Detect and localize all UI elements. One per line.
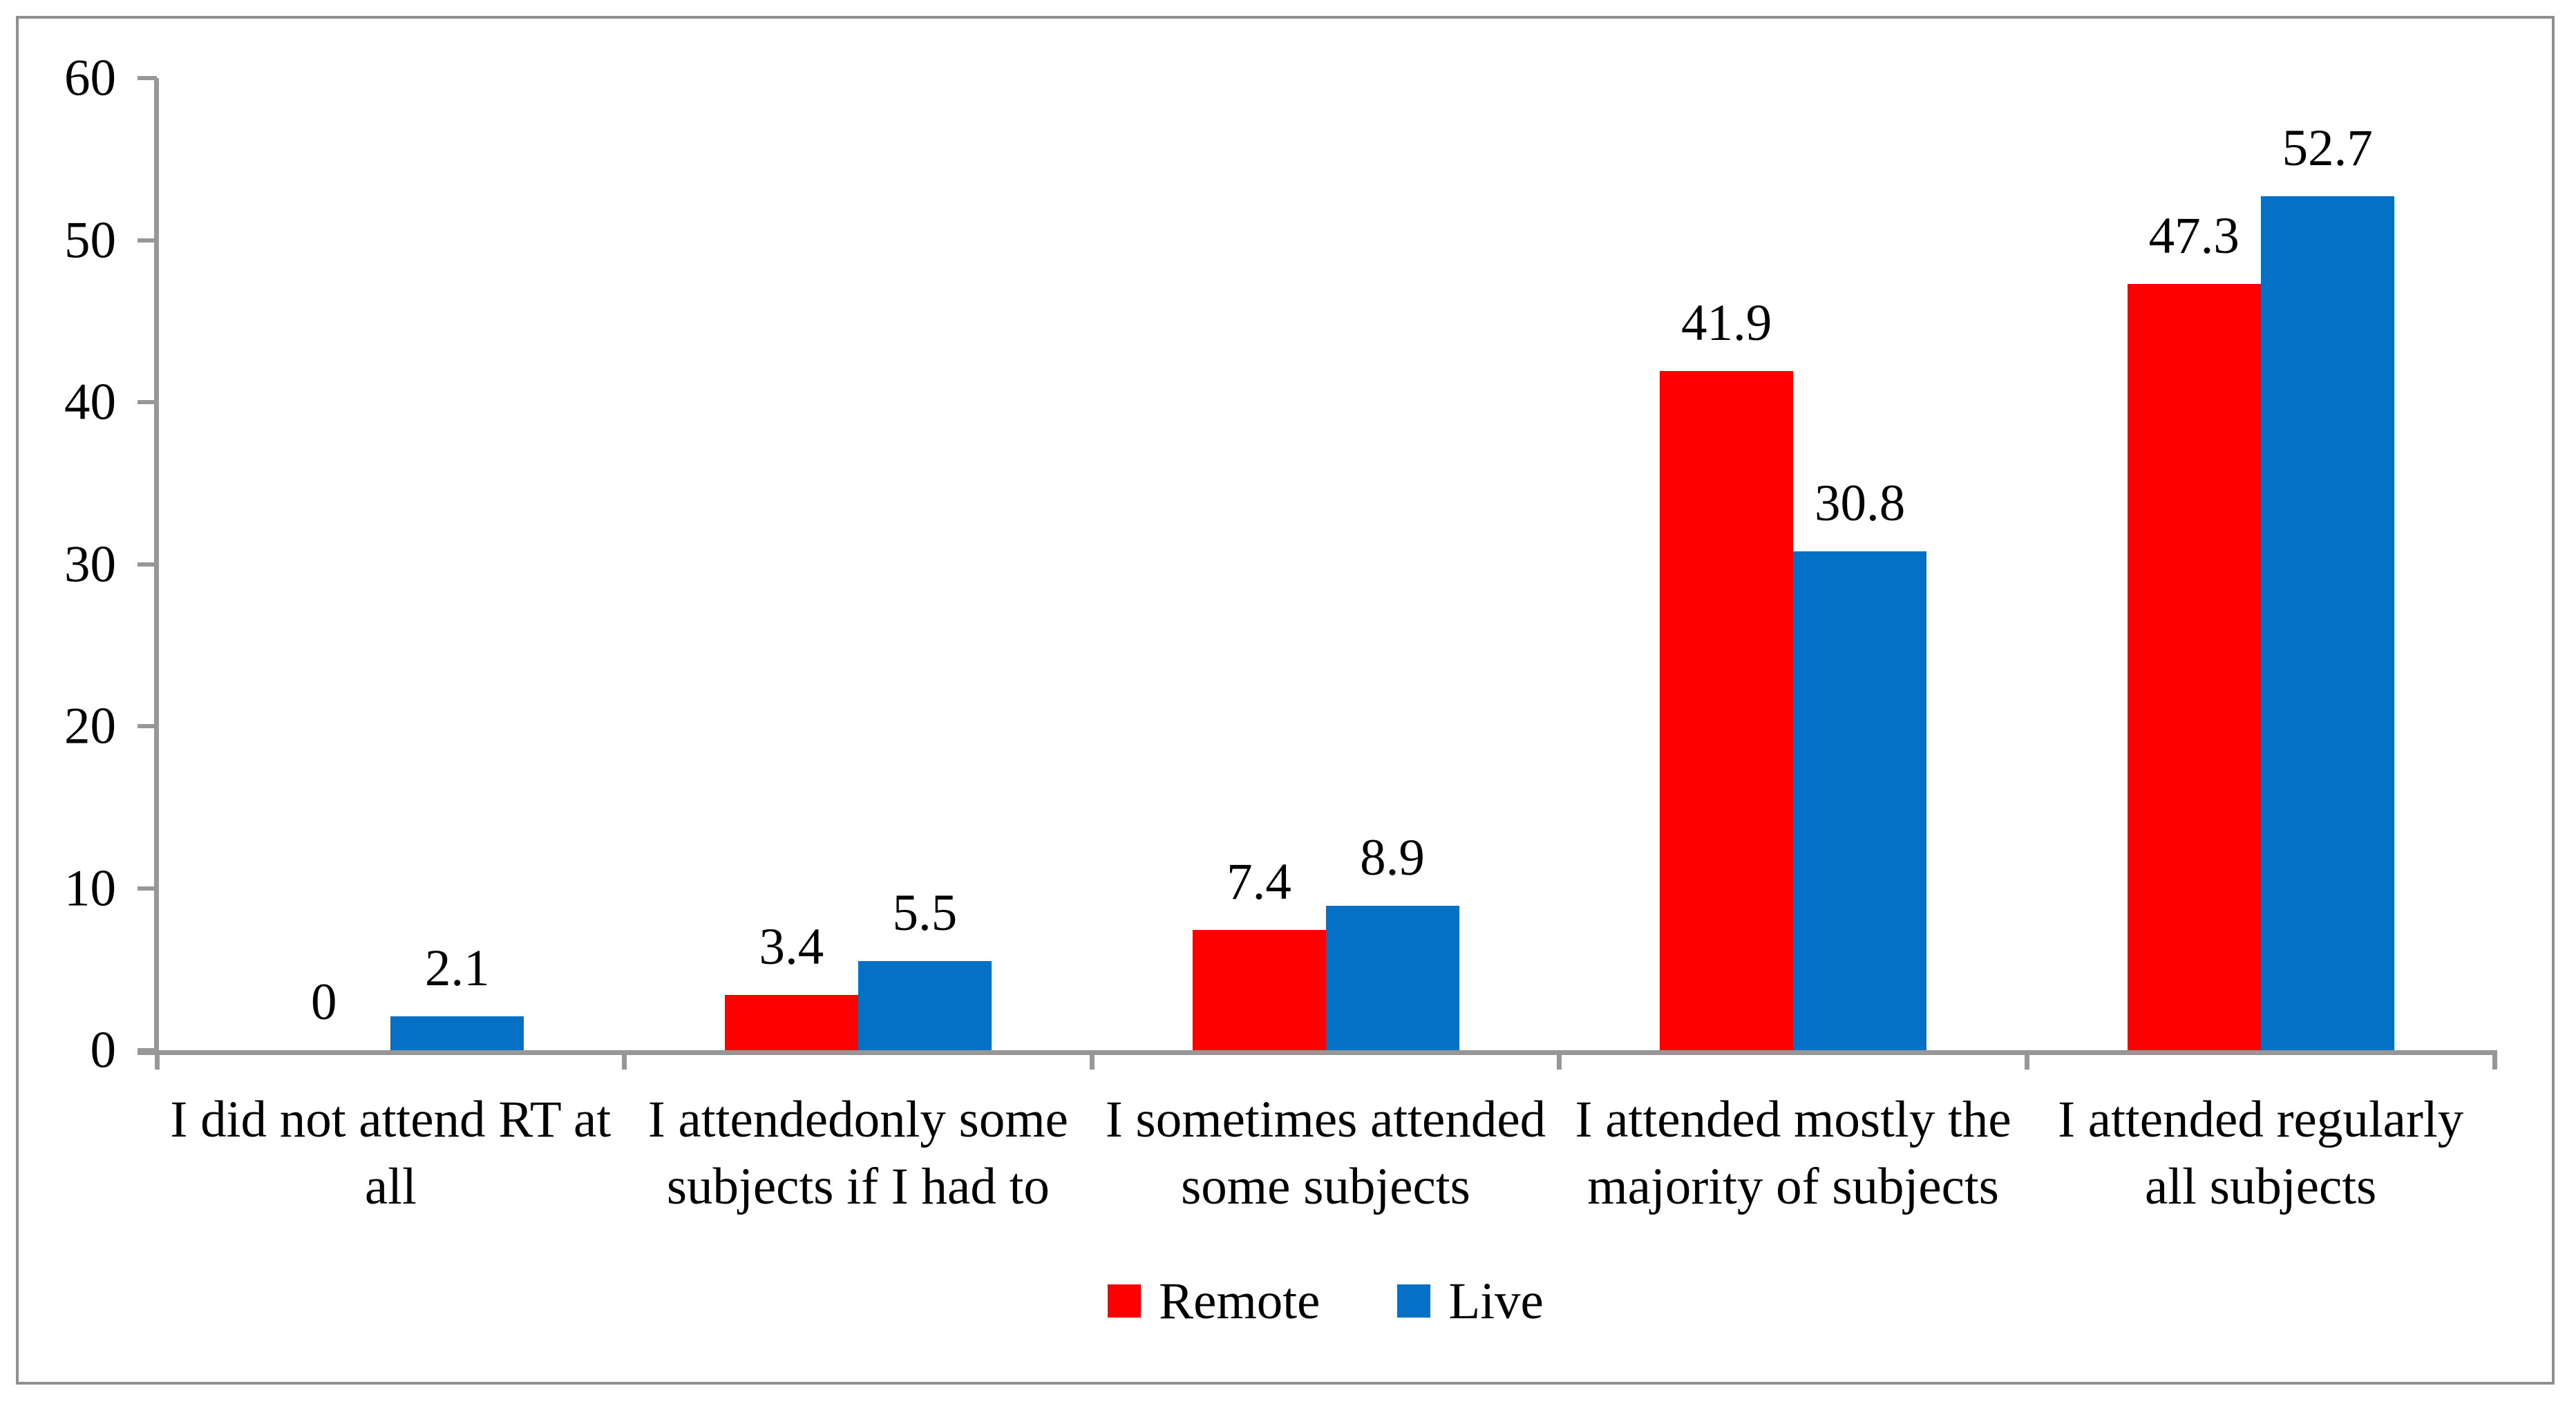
x-axis-line xyxy=(138,1050,2494,1055)
y-axis-tick-label: 10 xyxy=(64,859,116,917)
y-axis-tick xyxy=(138,76,157,80)
legend-label-live: Live xyxy=(1448,1272,1544,1330)
category-label-line: I did not attend RT at xyxy=(170,1091,612,1148)
data-label-remote-1: 0 xyxy=(311,973,337,1031)
x-axis-tick xyxy=(1557,1050,1562,1070)
x-axis-category-label-5: I attended regularly all subjects xyxy=(2027,1086,2494,1220)
data-label-live-3: 8.9 xyxy=(1360,829,1425,887)
x-axis-tick xyxy=(622,1050,627,1070)
bar-remote-3 xyxy=(1192,930,1326,1050)
legend-swatch-remote xyxy=(1108,1284,1142,1318)
category-label-line: I attended regularly xyxy=(2058,1091,2464,1148)
x-axis-category-label-1: I did not attend RT at all xyxy=(157,1086,625,1220)
bar-live-4 xyxy=(1793,551,1927,1050)
data-label-live-2: 5.5 xyxy=(892,884,958,942)
legend-label-remote: Remote xyxy=(1159,1272,1320,1330)
data-label-remote-2: 3.4 xyxy=(759,918,824,976)
data-label-live-5: 52.7 xyxy=(2282,120,2373,178)
y-axis-tick-label: 50 xyxy=(64,211,116,269)
x-axis-tick xyxy=(2492,1050,2497,1070)
legend-item-live: Live xyxy=(1397,1272,1544,1330)
y-axis-tick-label: 40 xyxy=(64,373,116,431)
y-axis-tick xyxy=(138,400,157,404)
legend-item-remote: Remote xyxy=(1108,1275,1320,1327)
x-axis-category-label-4: I attended mostly the majority of subject… xyxy=(1560,1086,2027,1220)
y-axis-tick xyxy=(138,886,157,891)
category-label-line: all subjects xyxy=(2145,1158,2377,1215)
bar-live-3 xyxy=(1325,906,1459,1050)
y-axis-tick xyxy=(138,724,157,728)
bar-remote-2 xyxy=(724,995,858,1050)
category-label-line: I attendedonly some xyxy=(647,1091,1068,1148)
y-axis-tick xyxy=(138,562,157,567)
legend-swatch-live xyxy=(1397,1284,1431,1318)
x-axis-tick xyxy=(154,1050,160,1070)
x-axis-tick xyxy=(2024,1050,2029,1070)
category-label-line: I attended mostly the xyxy=(1575,1091,2011,1148)
y-axis-tick-label: 20 xyxy=(64,697,116,755)
legend: Remote Live xyxy=(157,1270,2494,1332)
x-axis-category-label-3: I sometimes attended some subjects xyxy=(1092,1086,1560,1220)
data-label-live-4: 30.8 xyxy=(1814,474,1906,532)
bar-remote-4 xyxy=(1660,371,1794,1050)
y-axis-tick xyxy=(138,1048,157,1052)
data-label-remote-5: 47.3 xyxy=(2148,207,2239,265)
category-label-line: all xyxy=(364,1158,417,1215)
x-axis-tick xyxy=(1089,1050,1095,1070)
y-axis-tick xyxy=(138,238,157,243)
x-axis-category-label-2: I attendedonly some subjects if I had to xyxy=(625,1086,1092,1220)
bar-live-2 xyxy=(858,961,992,1050)
category-label-line: I sometimes attended xyxy=(1105,1091,1546,1148)
y-axis-tick-label: 60 xyxy=(64,49,116,107)
category-label-line: some subjects xyxy=(1181,1158,1470,1215)
y-axis-tick-label: 30 xyxy=(64,535,116,593)
category-label-line: subjects if I had to xyxy=(666,1158,1050,1215)
data-label-live-1: 2.1 xyxy=(424,939,490,997)
category-label-line: majority of subjects xyxy=(1587,1158,1999,1215)
data-label-remote-3: 7.4 xyxy=(1227,853,1291,911)
data-label-remote-4: 41.9 xyxy=(1680,294,1772,352)
plot-area: 0 3.4 7.4 41.9 47.3 2.1 5.5 8.9 30.8 52.7 xyxy=(157,78,2494,1050)
bar-remote-5 xyxy=(2127,283,2261,1050)
bar-live-1 xyxy=(390,1016,524,1050)
bar-live-5 xyxy=(2260,196,2394,1050)
y-axis-tick-label: 0 xyxy=(90,1021,117,1079)
